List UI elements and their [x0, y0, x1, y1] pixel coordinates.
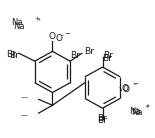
Text: —: — [21, 94, 28, 100]
Text: Na: Na [13, 22, 25, 31]
Text: Na: Na [131, 108, 143, 117]
Text: Br: Br [70, 51, 80, 60]
Text: Br: Br [84, 47, 94, 56]
Text: O: O [55, 34, 62, 43]
Text: Br: Br [103, 54, 112, 63]
Text: Na: Na [11, 18, 23, 27]
Text: Na: Na [129, 107, 141, 116]
Text: ⁺: ⁺ [146, 103, 150, 112]
Text: −: − [132, 81, 138, 87]
Text: Br: Br [97, 116, 106, 125]
Text: Br: Br [6, 50, 16, 59]
Text: —: — [21, 112, 28, 118]
Text: ⁻: ⁻ [132, 81, 136, 90]
Text: +: + [35, 16, 40, 21]
Text: +: + [145, 104, 150, 109]
Text: O: O [121, 84, 128, 93]
Text: ⁺: ⁺ [37, 18, 41, 26]
Text: Br: Br [9, 51, 19, 60]
Text: Br: Br [104, 51, 113, 60]
Text: −: − [64, 31, 70, 37]
Text: O: O [122, 85, 129, 94]
Text: ⁻: ⁻ [60, 32, 64, 41]
Text: O: O [49, 32, 56, 41]
Text: Br: Br [97, 115, 106, 124]
